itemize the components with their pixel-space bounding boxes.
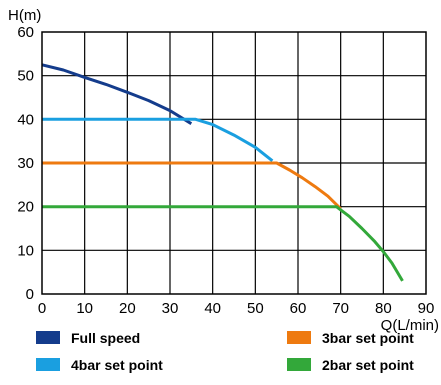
x-tick-label: 80 (375, 300, 392, 317)
y-tick-label: 50 (17, 68, 34, 85)
legend-swatch (287, 358, 311, 371)
plot-frame (41, 31, 427, 295)
y-tick-label: 30 (17, 155, 34, 172)
y-tick-label: 40 (17, 111, 34, 128)
legend-label: 3bar set point (322, 330, 414, 346)
series-lines (41, 63, 404, 282)
x-tick-label: 40 (204, 300, 221, 317)
x-tick-label: 30 (162, 300, 179, 317)
legend-label: 2bar set point (322, 357, 414, 373)
x-tick-label: 50 (247, 300, 264, 317)
series-line-2 (42, 117, 274, 162)
x-tick-label: 10 (76, 300, 93, 317)
legend-label: Full speed (71, 330, 140, 346)
legend-swatch (36, 358, 60, 371)
legend-label: 4bar set point (71, 357, 163, 373)
legend-swatch (287, 331, 311, 344)
x-tick-label: 90 (418, 300, 435, 317)
series-line-4 (42, 205, 404, 282)
y-tick-label: 0 (26, 286, 34, 303)
tick-labels: 0 10 20 30 40 50 60 70 80 90 0 10 20 30 40 50 60 (17, 24, 434, 317)
y-tick-label: 20 (17, 199, 34, 216)
x-tick-label: 60 (290, 300, 307, 317)
y-tick-label: 10 (17, 242, 34, 259)
axes (41, 31, 427, 295)
y-axis-label: H(m) (8, 7, 41, 24)
series-line-3 (42, 161, 342, 210)
x-tick-label: 0 (38, 300, 46, 317)
x-tick-label: 20 (119, 300, 136, 317)
legend: Full speed 4bar set point 3bar set point 2b… (36, 330, 414, 373)
series-line-1 (41, 63, 193, 125)
y-tick-label: 60 (17, 24, 34, 41)
x-axis-label: Q(L/min) (381, 317, 439, 334)
legend-swatch (36, 331, 60, 344)
x-tick-label: 70 (332, 300, 349, 317)
